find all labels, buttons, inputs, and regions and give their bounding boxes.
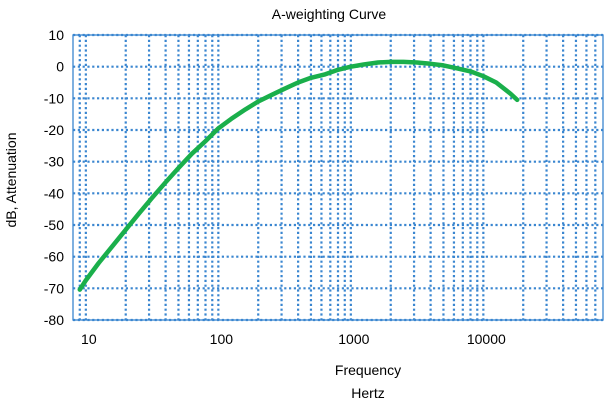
x-tick-label: 10 xyxy=(81,331,97,347)
x-axis-label-line-2: Hertz xyxy=(351,385,384,401)
x-tick-label: 1000 xyxy=(338,331,369,347)
chart-title: A-weighting Curve xyxy=(272,6,387,22)
y-axis-label: dB, Attenuation xyxy=(3,133,19,228)
series-layer xyxy=(77,59,520,292)
series-line-0 xyxy=(77,59,520,292)
y-tick-label: -50 xyxy=(44,217,64,233)
y-tick-label: 0 xyxy=(56,59,64,75)
grid-lines xyxy=(73,33,603,322)
plot-frame xyxy=(72,34,604,321)
y-tick-label: -10 xyxy=(44,90,64,106)
x-axis-label-line-1: Frequency xyxy=(335,362,401,378)
y-tick-label: 10 xyxy=(48,27,64,43)
x-tick-label: 10000 xyxy=(467,331,506,347)
y-tick-label: -60 xyxy=(44,249,64,265)
y-tick-label: -70 xyxy=(44,280,64,296)
y-tick-label: -80 xyxy=(44,312,64,328)
y-tick-label: -40 xyxy=(44,185,64,201)
y-tick-labels: 10 0 -10 -20 -30 -40 -50 -60 -70 -80 xyxy=(44,27,64,328)
x-tick-label: 100 xyxy=(210,331,234,347)
y-tick-label: -20 xyxy=(44,122,64,138)
x-tick-labels: 10 100 1000 10000 xyxy=(81,331,506,347)
y-tick-label: -30 xyxy=(44,154,64,170)
